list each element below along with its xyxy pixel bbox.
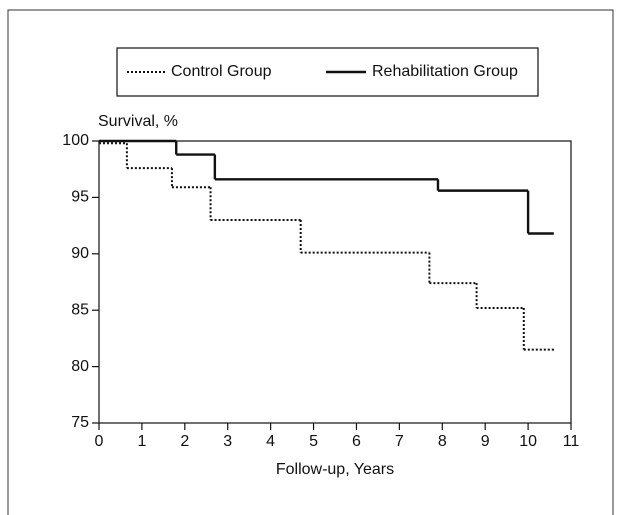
x-tick-label: 1: [137, 433, 146, 450]
x-tick-label: 8: [438, 433, 447, 450]
x-tick-label: 4: [266, 433, 275, 450]
y-tick-label: 100: [62, 132, 89, 149]
x-axis-label: Follow-up, Years: [276, 461, 394, 478]
x-tick-label: 11: [563, 433, 580, 450]
y-tick-label: 85: [71, 301, 89, 318]
x-tick-label: 3: [223, 433, 232, 450]
y-tick-label: 95: [71, 189, 89, 206]
x-tick-label: 5: [309, 433, 318, 450]
x-tick-label: 10: [519, 433, 537, 450]
y-tick-label: 75: [71, 414, 89, 431]
x-tick-label: 2: [180, 433, 189, 450]
x-tick-label: 6: [352, 433, 361, 450]
plot-frame: [98, 140, 572, 424]
legend-box: [116, 47, 539, 97]
x-tick-label: 9: [481, 433, 490, 450]
y-tick-label: 90: [71, 245, 89, 262]
y-axis-label: Survival, %: [98, 113, 178, 130]
frame: [7, 9, 614, 515]
x-tick-label: 7: [395, 433, 404, 450]
legend-label: Control Group: [171, 63, 272, 80]
y-tick-label: 80: [71, 358, 89, 375]
legend-label: Rehabilitation Group: [372, 63, 518, 80]
x-tick-label: 0: [95, 433, 104, 450]
